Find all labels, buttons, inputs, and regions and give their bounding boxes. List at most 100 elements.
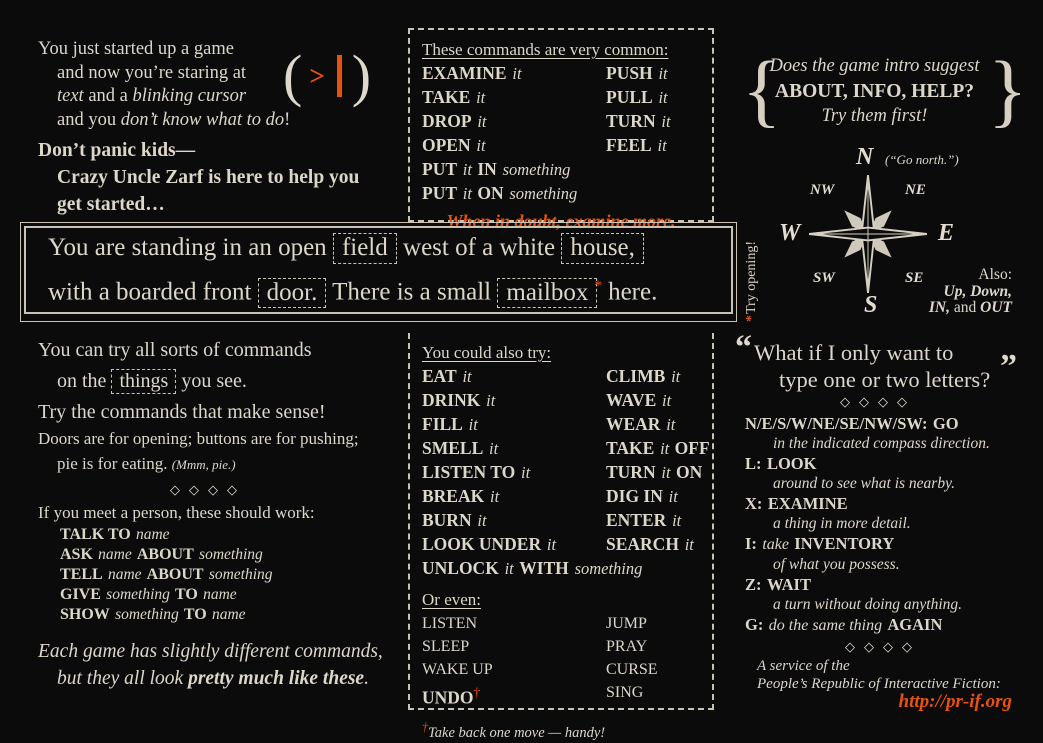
command-item: FEEL it <box>606 135 667 155</box>
hint-line: Does the game intro suggest <box>769 56 980 76</box>
compass-n-label: N <box>856 144 874 170</box>
brace-right-icon: } <box>988 44 1028 135</box>
banner-line-1: You are standing in an open field west o… <box>48 228 731 267</box>
shortcut-item: N/E/S/W/NE/SE/NW/SW: GO in the indicated … <box>745 414 990 452</box>
noun-door: door. <box>257 277 327 309</box>
hint-line: ABOUT, INFO, HELP? <box>775 81 974 102</box>
command-item: DRINK it <box>422 390 496 410</box>
compass-nw-label: NW <box>810 182 835 198</box>
tryall-line: Try the commands that make sense! <box>38 401 326 423</box>
command-item-undo: UNDO† <box>422 685 481 708</box>
asterisk-icon: * <box>744 315 759 322</box>
shortcut-item: L: LOOK around to see what is nearby. <box>745 454 955 492</box>
compass-s-label: S <box>864 292 878 318</box>
tryall-line: You can try all sorts of commands <box>38 339 312 361</box>
diamond-separator: ◇◇◇◇ <box>845 639 921 654</box>
command-item: TAKE it <box>422 87 486 107</box>
command-item: DROP it <box>422 111 487 131</box>
command-item: EXAMINE it <box>422 63 522 83</box>
common-commands-heading: These commands are very common: <box>422 40 669 59</box>
compass-w-label: W <box>779 220 801 246</box>
command-item: TURN it <box>606 111 671 131</box>
command-item: WAKE UP <box>422 661 493 678</box>
command-item: SLEEP <box>422 638 470 655</box>
outro-line: Each game has slightly different command… <box>38 641 383 662</box>
command-item-put-in: PUT it IN something <box>422 159 571 179</box>
outro-section: Each game has slightly different command… <box>38 638 428 692</box>
command-item: TELL name ABOUT something <box>60 566 273 583</box>
command-item: PUSH it <box>606 63 668 83</box>
command-item: FILL it <box>422 414 478 434</box>
command-item: SHOW something TO name <box>60 606 246 623</box>
command-item: CURSE <box>606 661 658 678</box>
shortcut-item: Z: WAIT a turn without doing anything. <box>745 575 963 613</box>
command-item: ENTER it <box>606 510 682 530</box>
command-item: SING <box>606 684 644 701</box>
dagger-icon: † <box>422 720 429 735</box>
compass-sw-label: SW <box>813 270 835 286</box>
command-item: GIVE something TO name <box>60 586 237 603</box>
noun-house: house, <box>561 233 644 265</box>
command-item: OPEN it <box>422 135 486 155</box>
command-item: LISTEN <box>422 615 478 632</box>
brace-left-icon: { <box>742 44 782 135</box>
command-item-unlock: UNLOCK it WITH something <box>422 558 643 578</box>
command-item: BREAK it <box>422 486 500 506</box>
cursor-bar-icon <box>336 55 342 97</box>
or-even-heading: Or even: <box>422 590 482 609</box>
try-commands-section: You can try all sorts of commands on the… <box>38 336 416 625</box>
prompt-gt-icon: > <box>309 60 325 91</box>
shortcut-list: N/E/S/W/NE/SE/NW/SW: GO in the indicated … <box>745 414 1040 636</box>
command-item: TAKE it OFF <box>606 438 710 458</box>
prompt-cursor-icon: ( > ) <box>283 46 371 106</box>
letters-question: What if I only want to type one or two l… <box>754 339 1014 393</box>
noun-mailbox: mailbox <box>497 277 598 309</box>
compass-ne-label: NE <box>905 182 926 198</box>
intro-section: You just started up a game and now you’r… <box>38 38 398 218</box>
dagger-icon: † <box>473 685 481 700</box>
command-item: PULL it <box>606 87 668 107</box>
diamond-separator: ◇◇◇◇ <box>840 394 916 409</box>
command-item: WEAR it <box>606 414 676 434</box>
paren-close-icon: ) <box>351 43 372 108</box>
people-commands-list: TALK TO name ASK name ABOUT something TELL na… <box>38 525 416 625</box>
also-directions-note: Also: Up, Down, IN, and OUT <box>928 266 1012 317</box>
command-item: LISTEN TO it <box>422 462 531 482</box>
pr-if-url-link[interactable]: http://pr-if.org <box>898 691 1012 712</box>
command-item: SEARCH it <box>606 534 694 554</box>
command-item: JUMP <box>606 615 647 632</box>
dont-panic-line: Don’t panic kids— <box>38 140 196 161</box>
compass-e-label: E <box>938 220 955 246</box>
hint-line: Try them first! <box>821 106 928 126</box>
footer-line: People’s Republic of Interactive Fiction… <box>757 675 1001 692</box>
shortcut-item: X: EXAMINE a thing in more detail. <box>745 494 911 532</box>
asterisk-icon: * <box>594 278 602 295</box>
outro-line: but they all look pretty much like these… <box>57 668 369 689</box>
about-info-help-hint: Does the game intro suggest ABOUT, INFO,… <box>762 54 987 129</box>
zarf-line: Crazy Uncle Zarf is here to help you <box>57 167 360 188</box>
intro-line: and you don’t know what to do! <box>57 109 291 130</box>
quote-open-icon: “ <box>735 329 752 366</box>
command-item: DIG IN it <box>606 486 678 506</box>
shortcut-item: I: take INVENTORY of what you possess. <box>745 534 900 573</box>
also-try-panel: You could also try: EAT it CLIMB it DRINK i… <box>408 333 714 741</box>
tryall-line: Doors are for opening; buttons are for p… <box>38 429 359 448</box>
room-description-banner: You are standing in an open field west o… <box>20 222 737 322</box>
command-item: PRAY <box>606 638 648 655</box>
compass-se-label: SE <box>905 270 924 286</box>
command-item: WAVE it <box>606 390 672 410</box>
command-item: LOOK UNDER it <box>422 534 557 554</box>
also-line: IN, and OUT <box>928 299 1012 316</box>
noun-things: things <box>111 369 177 394</box>
footer-line: A service of the <box>757 658 850 674</box>
shortcut-item: G: do the same thing AGAIN <box>745 615 943 634</box>
question-line: type one or two letters? <box>779 367 991 392</box>
banner-inner-frame: You are standing in an open field west o… <box>24 226 733 314</box>
command-item: TURN it ON <box>606 462 703 482</box>
tryall-line: on the things you see. <box>57 369 247 394</box>
command-item: TALK TO name <box>60 526 170 543</box>
command-item: EAT it <box>422 366 472 386</box>
try-opening-note: *Try opening! <box>744 241 759 322</box>
also-try-heading: You could also try: <box>422 343 552 362</box>
noun-field: field <box>332 233 397 265</box>
